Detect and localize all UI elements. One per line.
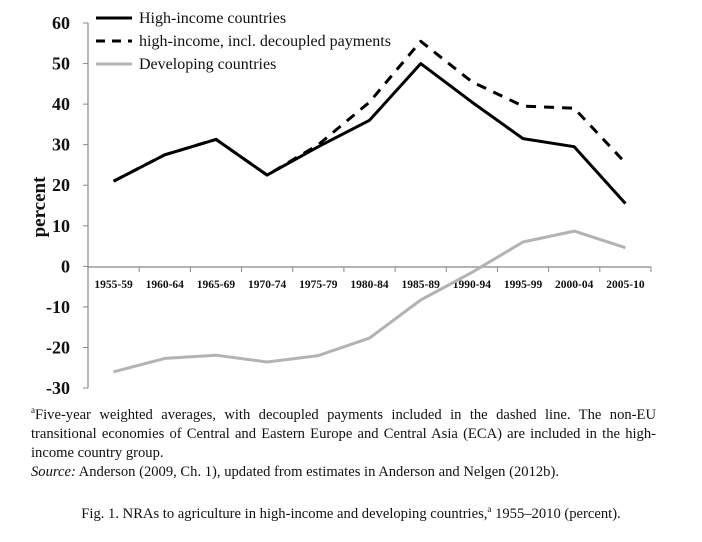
nra-line-chart: 60 50 40 30 20 10 0 -10 -20 -30 1955-59 1960-64 196… [29,10,652,398]
y-tick-label: -30 [46,378,70,398]
axes [83,22,652,389]
footnote-marker: a [31,405,35,416]
x-tick-label: 2005-10 [606,279,645,291]
y-tick-label: 10 [52,216,70,236]
x-tick-label: 1975-79 [299,279,338,291]
figure-caption: Fig. 1. NRAs to agriculture in high-inco… [0,504,702,523]
y-tick-label: 0 [61,256,70,276]
y-axis-label: percent [29,176,50,238]
x-tick-label: 1970-74 [248,279,287,291]
x-tick-label: 2000-04 [555,279,594,291]
x-tick-label: 1960-64 [146,279,185,291]
footnote-text: Five-year weighted averages, with decoup… [31,407,656,461]
series-line-2 [113,229,626,374]
x-tick-label: 1965-69 [197,279,236,291]
caption-marker: a [487,504,492,515]
y-tick-label: 30 [52,135,70,155]
x-tick-labels: 1955-59 1960-64 1965-69 1970-74 1975-79 1980-… [94,279,644,291]
y-tick-label: 50 [52,54,70,74]
x-tick-label: 1955-59 [94,279,133,291]
source-line: Source: Anderson (2009, Ch. 1), updated … [31,463,656,482]
x-tick-label: 1995-99 [504,279,543,291]
y-tick-label: 20 [52,175,70,195]
series-line-0 [112,62,627,205]
legend-label: Developing countries [139,56,276,73]
series-lines [112,39,627,374]
legend-label: high-income, incl. decoupled payments [139,33,391,50]
x-tick-label: 1990-94 [453,279,492,291]
source-label: Source: [31,464,76,480]
y-tick-labels: 60 50 40 30 20 10 0 -10 -20 -30 [46,13,70,398]
caption-text: Fig. 1. NRAs to agriculture in high-inco… [81,506,488,522]
y-tick-label: -10 [46,297,70,317]
legend: High-income countries high-income, incl. … [96,10,391,73]
x-tick-label: 1985-89 [402,279,441,291]
caption-text-end: 1955–2010 (percent). [491,506,621,522]
y-tick-label: 60 [52,13,70,33]
source-text: Anderson (2009, Ch. 1), updated from est… [75,464,559,480]
y-tick-label: -20 [46,337,70,357]
legend-label: High-income countries [139,10,286,27]
y-tick-label: 40 [52,94,70,114]
x-tick-label: 1980-84 [350,279,389,291]
footnote: aFive-year weighted averages, with decou… [31,406,656,463]
notes: aFive-year weighted averages, with decou… [31,406,656,482]
